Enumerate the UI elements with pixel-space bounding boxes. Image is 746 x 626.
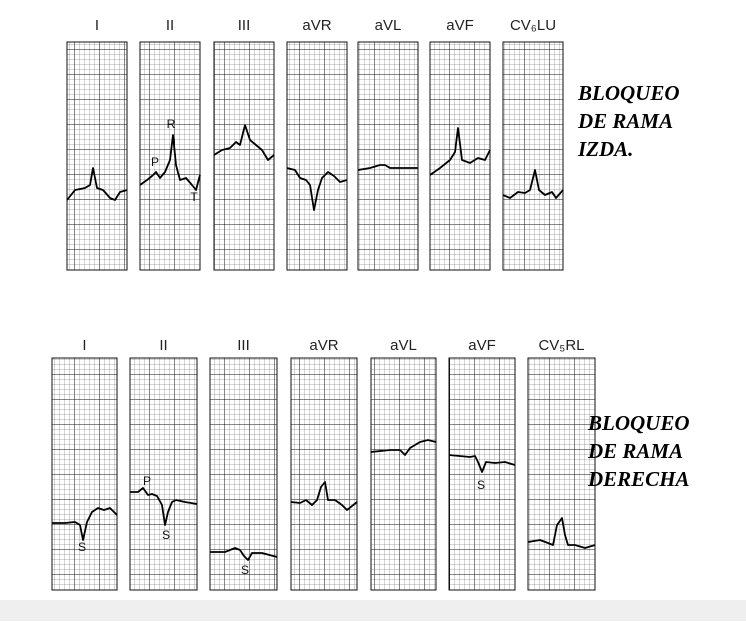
wave-label: P bbox=[151, 155, 159, 169]
ecg-strip bbox=[129, 357, 198, 591]
ecg-strip bbox=[357, 41, 419, 271]
lead-label: II bbox=[159, 337, 167, 354]
ecg-trace bbox=[357, 164, 418, 171]
lead-label: CV₅RL bbox=[538, 337, 584, 354]
lead-label: aVR bbox=[302, 17, 331, 34]
lead-label: CV₆LU bbox=[510, 17, 556, 34]
block-title: DE RAMA bbox=[577, 109, 673, 133]
ecg-strip bbox=[502, 41, 564, 271]
ecg-trace bbox=[130, 487, 198, 526]
lead-label: I bbox=[82, 337, 86, 354]
ecg-trace bbox=[290, 481, 358, 511]
lead-label: aVF bbox=[446, 17, 474, 34]
ecg-trace bbox=[66, 167, 128, 201]
lead-label: aVL bbox=[390, 337, 417, 354]
block-title: BLOQUEO bbox=[577, 81, 680, 105]
ecg-trace bbox=[502, 169, 564, 199]
ecg-trace bbox=[429, 127, 491, 176]
lead-label: II bbox=[166, 17, 174, 34]
block-title: DE RAMA bbox=[587, 439, 683, 463]
block-title: DERECHA bbox=[587, 467, 690, 491]
ecg-strip bbox=[51, 357, 118, 591]
wave-label: S bbox=[477, 478, 485, 492]
wave-label: S bbox=[78, 540, 86, 554]
block-title: IZDA. bbox=[577, 137, 633, 161]
wave-label: P bbox=[143, 474, 151, 488]
ecg-strip bbox=[429, 41, 491, 271]
lead-label: I bbox=[95, 17, 99, 34]
ecg-strip bbox=[370, 357, 437, 591]
wave-label: S bbox=[162, 528, 170, 542]
lead-label: aVR bbox=[309, 337, 338, 354]
ecg-strip bbox=[290, 357, 358, 591]
ecg-strip bbox=[213, 41, 275, 271]
ecg-trace bbox=[286, 167, 348, 211]
ecg-strip bbox=[527, 357, 596, 591]
ecg-trace bbox=[210, 547, 278, 561]
lead-label: III bbox=[237, 337, 250, 354]
wave-label: R bbox=[167, 117, 176, 131]
bottom-bar bbox=[0, 600, 746, 621]
wave-label: S bbox=[241, 563, 249, 577]
ecg-strip bbox=[66, 41, 128, 271]
ecg-trace bbox=[52, 507, 118, 541]
ecg-trace bbox=[213, 124, 275, 161]
ecg-trace bbox=[448, 454, 516, 473]
ecg-strip bbox=[286, 41, 348, 271]
ecg-trace bbox=[527, 517, 596, 549]
ecg-trace bbox=[139, 134, 201, 191]
ecg-trace bbox=[370, 439, 437, 456]
lead-label: aVF bbox=[468, 337, 496, 354]
lead-label: aVL bbox=[375, 17, 402, 34]
wave-label: T bbox=[190, 190, 198, 204]
ecg-strip bbox=[209, 357, 278, 591]
lead-label: III bbox=[238, 17, 251, 34]
block-title: BLOQUEO bbox=[587, 411, 690, 435]
ecg-strip bbox=[448, 357, 516, 591]
